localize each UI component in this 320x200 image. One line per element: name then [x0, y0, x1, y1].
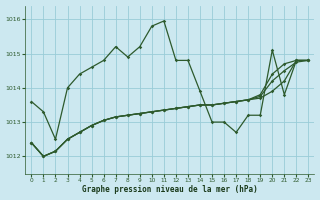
X-axis label: Graphe pression niveau de la mer (hPa): Graphe pression niveau de la mer (hPa) — [82, 185, 258, 194]
